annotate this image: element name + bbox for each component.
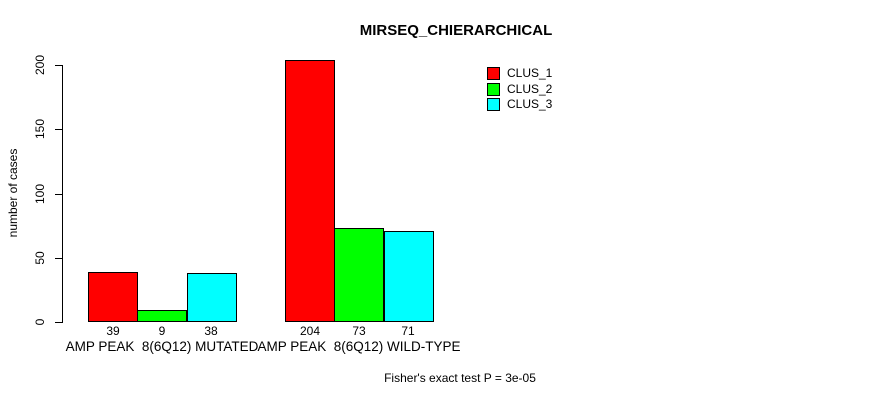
legend-item-clus_2: CLUS_2 (487, 82, 552, 96)
legend-label: CLUS_1 (507, 66, 553, 80)
y-axis-label: number of cases (6, 148, 20, 238)
y-tick-label: 100 (33, 183, 47, 204)
legend-label: CLUS_3 (507, 97, 553, 111)
bar-value-label: 38 (204, 324, 218, 338)
y-tick-mark (55, 129, 62, 131)
chart-title: MIRSEQ_CHIERARCHICAL (359, 22, 553, 39)
bar-clus_2-group1 (137, 310, 187, 322)
bar-clus_1-group1 (88, 272, 138, 322)
bar-value-label: 9 (158, 324, 166, 338)
y-tick-label: 0 (33, 318, 47, 326)
legend-label: CLUS_2 (507, 82, 553, 96)
y-axis-line (62, 65, 63, 323)
bar-value-label: 39 (106, 324, 120, 338)
bar-clus_3-group1 (187, 273, 237, 322)
y-tick-mark (55, 257, 62, 259)
bar-clus_1-group2 (285, 60, 335, 322)
legend-item-clus_1: CLUS_1 (487, 66, 552, 80)
y-tick-mark (55, 322, 62, 323)
footnote-pvalue: Fisher's exact test P = 3e-05 (384, 371, 536, 385)
y-tick-label: 150 (33, 119, 47, 140)
group-label: AMP PEAK 8(6Q12) WILD-TYPE (257, 339, 461, 354)
group-label: AMP PEAK 8(6Q12) MUTATED (65, 339, 259, 354)
bar-clus_2-group2 (334, 228, 384, 322)
legend-swatch-clus_3 (487, 97, 500, 111)
bar-clus_3-group2 (384, 231, 434, 322)
bar-value-label: 73 (352, 324, 366, 338)
y-tick-label: 50 (33, 251, 47, 265)
y-tick-mark (55, 65, 62, 66)
legend-item-clus_3: CLUS_3 (487, 97, 552, 111)
legend-swatch-clus_1 (487, 66, 500, 80)
bar-value-label: 71 (401, 324, 415, 338)
bar-value-label: 204 (299, 324, 321, 338)
y-tick-mark (55, 193, 62, 195)
y-tick-label: 200 (33, 54, 47, 76)
legend-swatch-clus_2 (487, 82, 500, 96)
